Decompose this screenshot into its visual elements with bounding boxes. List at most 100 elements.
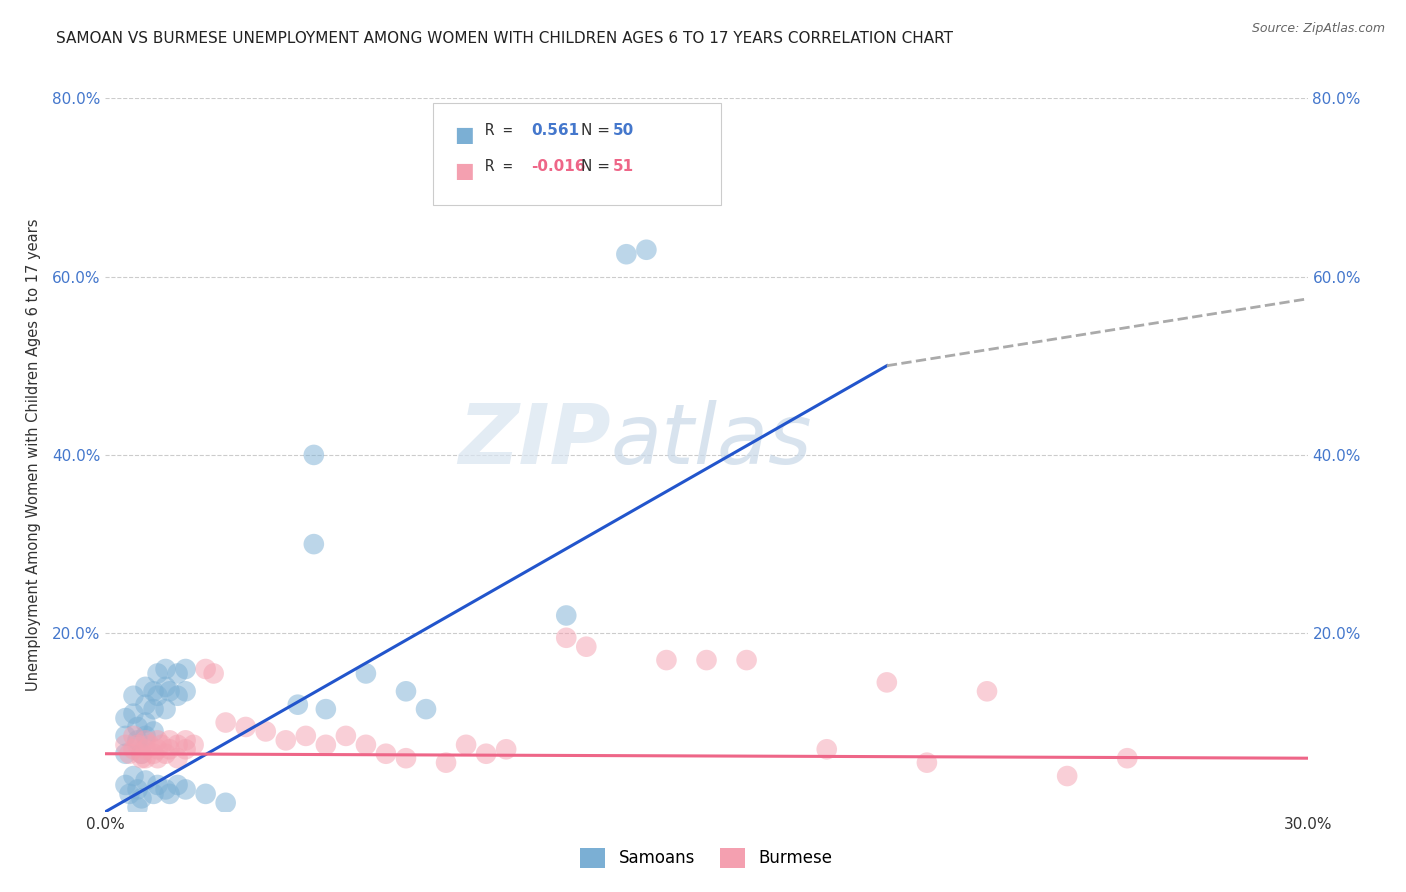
Point xyxy=(395,684,418,698)
Point xyxy=(976,684,998,698)
Point xyxy=(142,787,165,801)
Point xyxy=(315,702,337,716)
Point xyxy=(135,773,157,788)
Point xyxy=(495,742,517,756)
Point xyxy=(354,738,377,752)
Text: N =: N = xyxy=(581,123,610,138)
Point xyxy=(155,662,177,676)
Point xyxy=(876,675,898,690)
Point xyxy=(142,684,165,698)
Point xyxy=(114,738,136,752)
Point xyxy=(395,751,418,765)
Point xyxy=(150,738,173,752)
Text: atlas: atlas xyxy=(610,401,813,481)
Point xyxy=(131,747,153,761)
Point xyxy=(415,702,437,716)
Point xyxy=(146,742,169,756)
Point xyxy=(135,698,157,712)
Point xyxy=(146,778,169,792)
Point xyxy=(555,631,578,645)
Point xyxy=(434,756,457,770)
Point xyxy=(142,702,165,716)
Point xyxy=(194,662,217,676)
Point xyxy=(194,787,217,801)
Point xyxy=(159,742,181,756)
Point xyxy=(696,653,718,667)
Text: ■: ■ xyxy=(454,161,474,180)
Point xyxy=(174,782,197,797)
Text: R =: R = xyxy=(485,123,522,138)
Point xyxy=(135,733,157,747)
Point xyxy=(127,720,149,734)
Point xyxy=(315,738,337,752)
Point xyxy=(122,769,145,783)
Point xyxy=(183,738,205,752)
Point xyxy=(155,680,177,694)
Point xyxy=(122,742,145,756)
Point xyxy=(374,747,398,761)
Point xyxy=(114,747,136,761)
Point xyxy=(146,733,169,747)
Point xyxy=(135,742,157,756)
Point xyxy=(114,778,136,792)
Point xyxy=(155,702,177,716)
Point xyxy=(915,756,938,770)
Point xyxy=(214,715,236,730)
Point xyxy=(135,751,157,765)
Point xyxy=(127,738,149,752)
Point xyxy=(127,733,149,747)
Point xyxy=(166,751,188,765)
Text: Source: ZipAtlas.com: Source: ZipAtlas.com xyxy=(1251,22,1385,36)
Point xyxy=(142,724,165,739)
Point xyxy=(575,640,598,654)
Point xyxy=(159,733,181,747)
Text: ZIP: ZIP xyxy=(458,401,610,481)
Point xyxy=(174,684,197,698)
Point xyxy=(146,751,169,765)
Text: N =: N = xyxy=(581,159,610,174)
Point xyxy=(166,738,188,752)
Point xyxy=(655,653,678,667)
Legend: Samoans, Burmese: Samoans, Burmese xyxy=(574,841,839,875)
Point xyxy=(254,724,277,739)
Text: 51: 51 xyxy=(613,159,634,174)
Point xyxy=(122,689,145,703)
Point xyxy=(155,747,177,761)
Point xyxy=(127,782,149,797)
Point xyxy=(202,666,225,681)
Text: 50: 50 xyxy=(613,123,634,138)
Point xyxy=(142,747,165,761)
Point xyxy=(138,738,160,752)
Point xyxy=(135,715,157,730)
Point xyxy=(735,653,758,667)
Point xyxy=(122,729,145,743)
Text: 0.561: 0.561 xyxy=(531,123,579,138)
Point xyxy=(118,787,141,801)
Point xyxy=(555,608,578,623)
Point xyxy=(287,698,309,712)
Point xyxy=(146,666,169,681)
Point xyxy=(302,448,325,462)
Point xyxy=(454,738,477,752)
Point xyxy=(815,742,838,756)
Point xyxy=(335,729,357,743)
Point xyxy=(155,782,177,797)
Point xyxy=(1116,751,1139,765)
Point xyxy=(354,666,377,681)
Point xyxy=(302,537,325,551)
Point xyxy=(135,680,157,694)
Point xyxy=(127,800,149,814)
Point xyxy=(114,711,136,725)
Point xyxy=(235,720,257,734)
Point xyxy=(214,796,236,810)
Point xyxy=(1056,769,1078,783)
Point xyxy=(146,689,169,703)
Text: R =: R = xyxy=(485,159,522,174)
Point xyxy=(174,733,197,747)
Point xyxy=(135,729,157,743)
Point xyxy=(122,706,145,721)
Text: -0.016: -0.016 xyxy=(531,159,586,174)
Point xyxy=(616,247,638,261)
Point xyxy=(159,684,181,698)
Point xyxy=(174,742,197,756)
